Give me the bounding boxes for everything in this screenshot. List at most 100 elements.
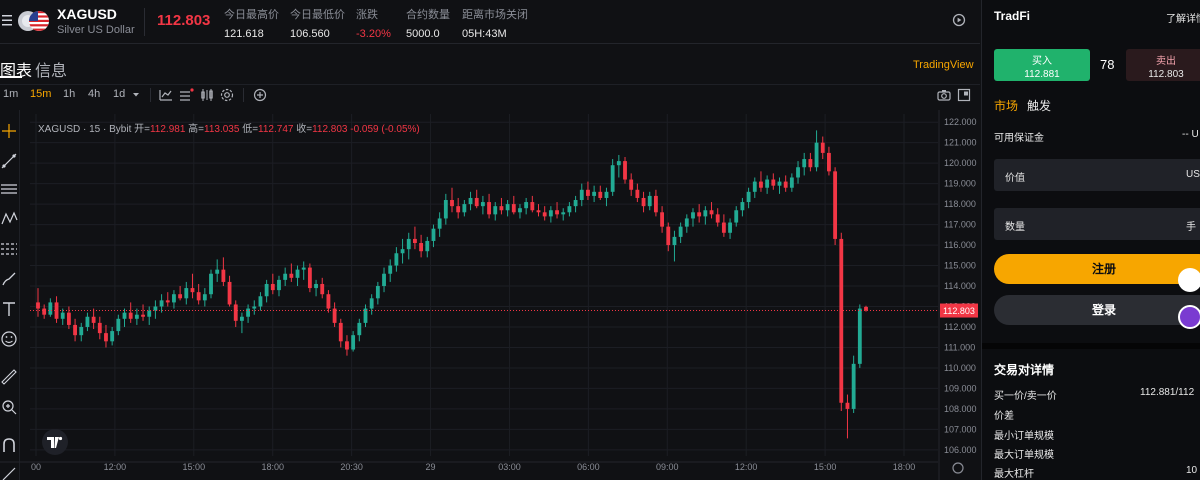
- candle-body: [221, 269, 226, 282]
- candle-style-icon[interactable]: [199, 87, 215, 103]
- horizontal-lines-icon[interactable]: [0, 180, 18, 198]
- candle-body: [536, 210, 541, 213]
- candle-body: [598, 191, 603, 198]
- candle-body: [660, 212, 665, 227]
- legend-close-label: 收=: [296, 124, 313, 135]
- x-tick-label: 15:00: [814, 462, 837, 472]
- candle-body: [468, 197, 473, 205]
- candle-body: [746, 191, 751, 203]
- crosshair-icon[interactable]: [0, 122, 18, 140]
- timeframe-1h[interactable]: 1h: [63, 88, 76, 100]
- candle-body: [542, 212, 547, 217]
- candle-body: [641, 197, 646, 207]
- candle-body: [60, 312, 65, 319]
- spread-value: 78: [1100, 57, 1115, 72]
- register-button[interactable]: 注册: [994, 254, 1200, 284]
- current-price-tag: [940, 303, 978, 318]
- trend-line-icon[interactable]: [0, 152, 18, 170]
- quantity-field[interactable]: 数量 手: [994, 208, 1200, 240]
- stat-value: 5000.0: [406, 28, 440, 40]
- candle-body: [388, 265, 393, 274]
- value-field[interactable]: 价值 USD: [994, 159, 1200, 191]
- support-bubble-icon[interactable]: [1178, 268, 1200, 292]
- zoom-in-icon[interactable]: [0, 398, 18, 416]
- candle-body: [153, 306, 158, 311]
- y-tick-label: 109.000: [944, 383, 977, 393]
- trade-panel: TradFi 了解详情 买入 112.881 78 卖出 112.803 市场 …: [981, 0, 1200, 480]
- legend-high: 113.035: [204, 124, 240, 135]
- quantity-field-label: 数量: [1005, 222, 1025, 233]
- assistant-bubble-icon[interactable]: [1178, 305, 1200, 329]
- candle-body: [814, 142, 819, 168]
- candle-body: [511, 204, 516, 213]
- pattern-tool-icon[interactable]: [0, 210, 18, 228]
- panel-title: TradFi: [994, 9, 1031, 23]
- learn-more-link[interactable]: 了解详情: [1166, 14, 1200, 25]
- order-tab-market[interactable]: 市场: [994, 99, 1019, 113]
- login-button[interactable]: 登录: [994, 295, 1200, 325]
- y-tick-label: 111.000: [944, 342, 975, 352]
- settings-gear-icon[interactable]: [219, 87, 235, 103]
- x-tick-label: 06:00: [577, 462, 600, 472]
- candle-body: [561, 212, 566, 215]
- indicators-icon[interactable]: [158, 87, 174, 103]
- candle-body: [740, 202, 745, 211]
- stat-value: 05H:43M: [462, 28, 507, 40]
- text-tool-icon[interactable]: [0, 300, 18, 318]
- y-tick-label: 110.000: [944, 363, 976, 373]
- candle-body: [857, 308, 862, 364]
- brush-icon[interactable]: [0, 270, 18, 288]
- fib-channel-icon[interactable]: [0, 240, 18, 258]
- candle-body: [419, 243, 424, 252]
- candle-body: [172, 294, 176, 303]
- tab-info[interactable]: 信息: [35, 63, 68, 80]
- candle-body: [209, 273, 213, 295]
- ohlc-legend: XAGUSD · 15 · Bybit 开=112.981 高=113.035 …: [38, 120, 420, 135]
- order-tab-trigger[interactable]: 触发: [1027, 99, 1052, 113]
- y-tick-label: 118.000: [944, 199, 976, 209]
- play-circle-icon[interactable]: [952, 13, 966, 27]
- legend-close: 112.803: [312, 124, 348, 135]
- stat-contract-size: 合约数量 5000.0: [406, 6, 450, 40]
- x-tick-label: 12:00: [735, 462, 758, 472]
- stat-market-close: 距离市场关闭 05H:43M: [462, 6, 528, 40]
- candle-body: [369, 298, 374, 309]
- timeframe-15m[interactable]: 15m: [30, 88, 52, 100]
- camera-icon[interactable]: [936, 87, 952, 103]
- candle-body: [332, 308, 337, 323]
- last-price: 112.803: [157, 12, 211, 29]
- candle-body: [499, 206, 504, 211]
- candle-body: [196, 292, 201, 301]
- timeframe-1d[interactable]: 1d: [113, 88, 126, 100]
- magnet-icon[interactable]: [0, 436, 18, 454]
- candle-body: [277, 279, 281, 291]
- emoji-icon[interactable]: [0, 330, 18, 348]
- sell-button[interactable]: 卖出 112.803: [1126, 49, 1200, 81]
- candle-body: [450, 200, 454, 207]
- candle-body: [783, 181, 788, 188]
- price-chart[interactable]: 00 12:00 15:00 18:00 20:30 29 03:00 06:00 09:00 1…: [0, 110, 980, 480]
- timeframe-1m[interactable]: 1m: [3, 88, 19, 100]
- timeframe-4h[interactable]: 4h: [88, 88, 101, 100]
- candle-body: [833, 171, 838, 239]
- tradingview-link[interactable]: TradingView: [913, 59, 974, 71]
- x-tick-label: 20:30: [340, 462, 363, 472]
- add-plus-icon[interactable]: [252, 87, 268, 103]
- drawing-templates-icon[interactable]: [178, 87, 194, 103]
- tradingview-logo-icon[interactable]: [40, 428, 70, 456]
- candle-body: [684, 218, 689, 227]
- buy-button[interactable]: 买入 112.881: [994, 49, 1090, 81]
- candle-body: [592, 191, 597, 196]
- quantity-field-unit: 手: [1186, 222, 1196, 233]
- tab-chart[interactable]: 图表: [0, 63, 33, 80]
- candle-body: [178, 294, 183, 299]
- candle-body: [406, 238, 411, 250]
- lock-drawings-icon[interactable]: [0, 464, 18, 480]
- fullscreen-icon[interactable]: [956, 87, 972, 103]
- ruler-icon[interactable]: [0, 368, 18, 386]
- current-price-label: 112.803: [943, 306, 975, 316]
- candle-body: [480, 202, 485, 207]
- menu-icon[interactable]: [2, 13, 14, 27]
- candle-body: [579, 189, 584, 201]
- chevron-down-icon[interactable]: [128, 87, 144, 103]
